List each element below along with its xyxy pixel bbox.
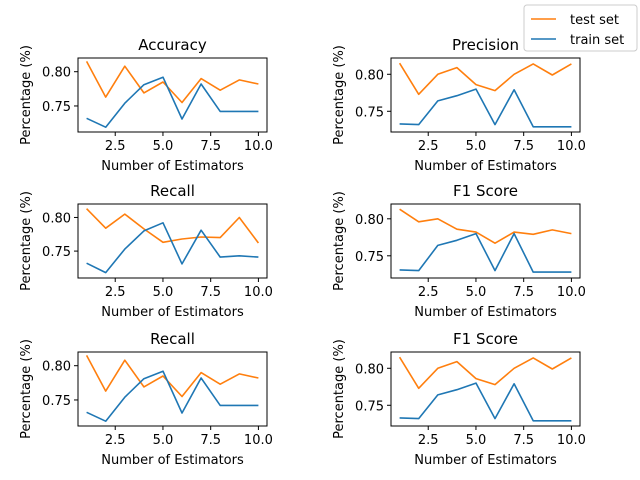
subplot-4: F1 Score 2.5 5.0 7.5 10.0 0.75 0.80 Number of E… (332, 182, 586, 320)
series-line-train (399, 382, 572, 422)
panel-title: F1 Score (453, 330, 518, 348)
x-tick-label: 7.5 (513, 433, 534, 448)
series-line-train (86, 222, 259, 274)
y-tick-label: 0.80 (42, 360, 71, 375)
series-line-train (399, 232, 572, 273)
y-tick-label: 0.80 (42, 211, 71, 226)
series-line-train (399, 88, 572, 128)
y-tick-label: 0.75 (42, 394, 71, 409)
x-tick-label: 2.5 (105, 285, 126, 300)
subplot-5: Recall 2.5 5.0 7.5 10.0 0.75 0.80 Number of Est… (19, 330, 273, 468)
panel-title: Recall (150, 330, 195, 348)
x-tick-label: 7.5 (513, 285, 534, 300)
x-tick-label: 10.0 (244, 433, 273, 448)
x-tick-label: 10.0 (244, 139, 273, 154)
y-axis-label: Percentage (%) (332, 191, 347, 291)
series-line-test (85, 355, 259, 398)
x-tick-label: 7.5 (200, 285, 221, 300)
plot-area-frame (77, 203, 268, 279)
x-tick-label: 7.5 (513, 139, 534, 154)
y-tick-label: 0.75 (355, 105, 384, 120)
x-tick-label: 7.5 (200, 433, 221, 448)
plot-area-frame (390, 351, 581, 427)
x-tick-label: 10.0 (244, 285, 273, 300)
x-tick-label: 7.5 (200, 139, 221, 154)
panel-title: Precision (452, 36, 519, 54)
x-tick-label: 5.0 (153, 285, 174, 300)
series-line-train (86, 76, 259, 128)
y-axis-label: Percentage (%) (19, 339, 34, 439)
x-tick-label: 5.0 (466, 433, 487, 448)
plot-area-frame (390, 57, 581, 133)
y-tick-label: 0.75 (42, 245, 71, 260)
series-line-train (86, 370, 259, 423)
x-tick-label: 5.0 (153, 139, 174, 154)
x-axis-label: Number of Estimators (101, 159, 244, 174)
y-tick-label: 0.80 (355, 213, 384, 228)
x-axis-label: Number of Estimators (414, 305, 557, 320)
panel-title: F1 Score (453, 182, 518, 200)
x-tick-label: 10.0 (557, 433, 586, 448)
x-tick-label: 10.0 (557, 139, 586, 154)
series-line-test (398, 62, 572, 96)
y-tick-label: 0.80 (355, 68, 384, 83)
plot-area-frame (390, 203, 581, 279)
x-axis-label: Number of Estimators (101, 453, 244, 468)
x-tick-label: 5.0 (466, 139, 487, 154)
y-tick-label: 0.80 (42, 66, 71, 81)
subplot-grid: Accuracy 2.5 5.0 7.5 10.0 0.75 0.80 Number of E… (19, 36, 586, 468)
panel-title: Accuracy (138, 36, 207, 54)
y-axis-label: Percentage (%) (332, 339, 347, 439)
y-axis-label: Percentage (%) (19, 191, 34, 291)
plot-area-frame (77, 351, 268, 427)
x-tick-label: 5.0 (466, 285, 487, 300)
subplot-1: Accuracy 2.5 5.0 7.5 10.0 0.75 0.80 Number of E… (19, 36, 273, 174)
subplot-6: F1 Score 2.5 5.0 7.5 10.0 0.75 0.80 Number of E… (332, 330, 586, 468)
x-tick-label: 2.5 (418, 433, 439, 448)
series-line-test (85, 61, 259, 104)
subplot-3: Recall 2.5 5.0 7.5 10.0 0.75 0.80 Number of Est… (19, 182, 273, 320)
x-axis-label: Number of Estimators (414, 159, 557, 174)
y-tick-label: 0.80 (355, 362, 384, 377)
x-axis-label: Number of Estimators (101, 305, 244, 320)
x-tick-label: 2.5 (418, 285, 439, 300)
series-line-test (399, 208, 572, 244)
x-tick-label: 5.0 (153, 433, 174, 448)
x-axis-label: Number of Estimators (414, 453, 557, 468)
legend: test set train set (523, 4, 638, 52)
subplot-2: Precision 2.5 5.0 7.5 10.0 0.75 0.80 Number of … (332, 36, 586, 174)
y-axis-label: Percentage (%) (332, 45, 347, 145)
series-line-test (398, 356, 572, 390)
legend-label-train: train set (570, 33, 624, 48)
panel-title: Recall (150, 182, 195, 200)
x-tick-label: 2.5 (105, 139, 126, 154)
x-tick-label: 2.5 (105, 433, 126, 448)
y-tick-label: 0.75 (355, 250, 384, 265)
y-axis-label: Percentage (%) (19, 45, 34, 145)
x-tick-label: 10.0 (557, 285, 586, 300)
series-line-test (86, 208, 260, 244)
legend-label-test: test set (570, 13, 619, 28)
plot-area-frame (77, 57, 268, 133)
y-tick-label: 0.75 (355, 399, 384, 414)
x-tick-label: 2.5 (418, 139, 439, 154)
y-tick-label: 0.75 (42, 100, 71, 115)
